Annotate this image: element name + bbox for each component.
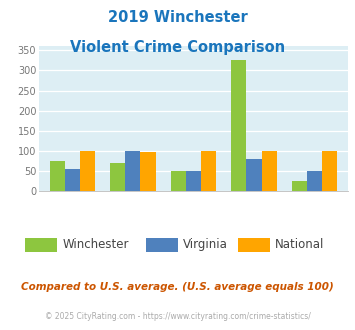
- Bar: [246, 159, 262, 191]
- Bar: [201, 151, 216, 191]
- Text: 2019 Winchester: 2019 Winchester: [108, 10, 247, 25]
- Bar: [110, 163, 125, 191]
- Text: © 2025 CityRating.com - https://www.cityrating.com/crime-statistics/: © 2025 CityRating.com - https://www.city…: [45, 312, 310, 321]
- Bar: [186, 171, 201, 191]
- Bar: [322, 151, 337, 191]
- Text: National: National: [275, 238, 324, 251]
- Text: Virginia: Virginia: [183, 238, 228, 251]
- Bar: [80, 151, 95, 191]
- Bar: [171, 171, 186, 191]
- Bar: [65, 169, 80, 191]
- Bar: [292, 181, 307, 191]
- Bar: [307, 171, 322, 191]
- Bar: [262, 151, 277, 191]
- Text: Winchester: Winchester: [62, 238, 129, 251]
- Bar: [231, 60, 246, 191]
- Text: Violent Crime Comparison: Violent Crime Comparison: [70, 40, 285, 54]
- Bar: [50, 161, 65, 191]
- Bar: [141, 152, 155, 191]
- Bar: [125, 151, 141, 191]
- Text: Compared to U.S. average. (U.S. average equals 100): Compared to U.S. average. (U.S. average …: [21, 282, 334, 292]
